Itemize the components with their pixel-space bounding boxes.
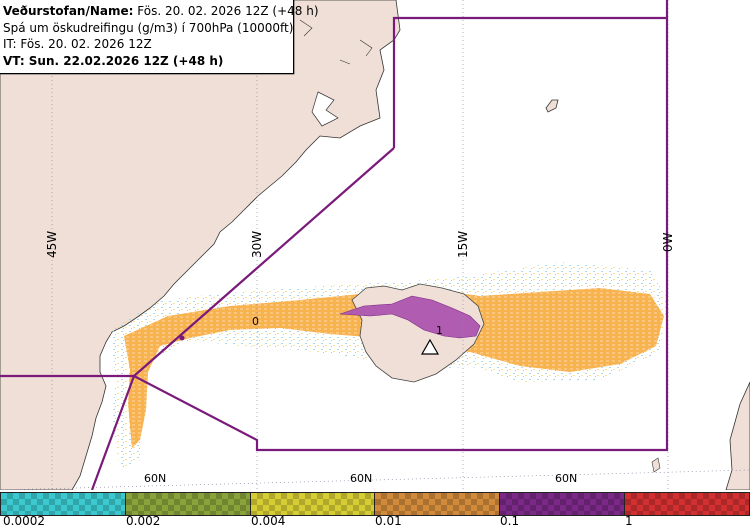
legend-swatch-5: [499, 492, 625, 516]
contour-marker: [179, 335, 185, 341]
airspace-boundaries: [0, 0, 669, 490]
ash-low-concentration: [124, 288, 664, 448]
lon-label-45w: 45W: [45, 231, 59, 258]
norway-coast: [725, 381, 750, 490]
legend-tick-6: 1: [625, 514, 633, 528]
greenland-landmass: [0, 0, 401, 490]
lon-label-0w: 0W: [661, 232, 675, 252]
lat-label-3: 60N: [555, 472, 577, 485]
info-valid-time: VT: Sun. 22.02.2026 12Z (+48 h): [3, 53, 224, 68]
legend-tick-3: 0.004: [251, 514, 286, 528]
jan-mayen-island: [545, 99, 559, 113]
legend-tick-2: 0.002: [126, 514, 161, 528]
lon-label-30w: 30W: [250, 231, 264, 258]
lat-label-1: 60N: [144, 472, 166, 485]
forecast-info-box: Veðurstofan/Name: Fös. 20. 02. 2026 12Z …: [0, 0, 319, 74]
contour-label: 0: [252, 315, 259, 328]
lon-label-15w: 15W: [456, 231, 470, 258]
info-issuer-label: Veðurstofan/Name:: [3, 4, 134, 18]
legend-tick-5: 0.1: [500, 514, 520, 528]
ash-high-concentration: [339, 295, 481, 339]
faroe-islands: [651, 457, 661, 473]
concentration-legend: [0, 490, 750, 532]
legend-swatch-2: [125, 492, 251, 516]
legend-swatch-1: [0, 492, 126, 516]
legend-swatch-6: [624, 492, 750, 516]
legend-swatch-4: [374, 492, 500, 516]
map-canvas: 0 1 45W 30W 15W 0W 60N 60N 60N: [0, 0, 750, 490]
info-line-4: VT: Sun. 22.02.2026 12Z (+48 h): [3, 53, 293, 70]
info-line-2: Spá um öskudreifingu (g/m3) í 700hPa (10…: [3, 20, 294, 35]
volcano-marker-label: 1: [436, 324, 443, 337]
legend-swatch-3: [250, 492, 375, 516]
legend-tick-4: 0.01: [375, 514, 402, 528]
volcano-marker-icon[interactable]: [420, 338, 440, 355]
greenland-fjord: [311, 91, 339, 127]
lat-label-2: 60N: [350, 472, 372, 485]
info-line-1: Veðurstofan/Name: Fös. 20. 02. 2026 12Z …: [3, 3, 319, 20]
info-issuer-value: Fös. 20. 02. 2026 12Z (+48 h): [137, 4, 319, 18]
info-line-3: IT: Fös. 20. 02. 2026 12Z: [3, 37, 152, 51]
legend-tick-1: 0.0002: [3, 514, 45, 528]
greenland-coast-detail: [299, 19, 373, 65]
